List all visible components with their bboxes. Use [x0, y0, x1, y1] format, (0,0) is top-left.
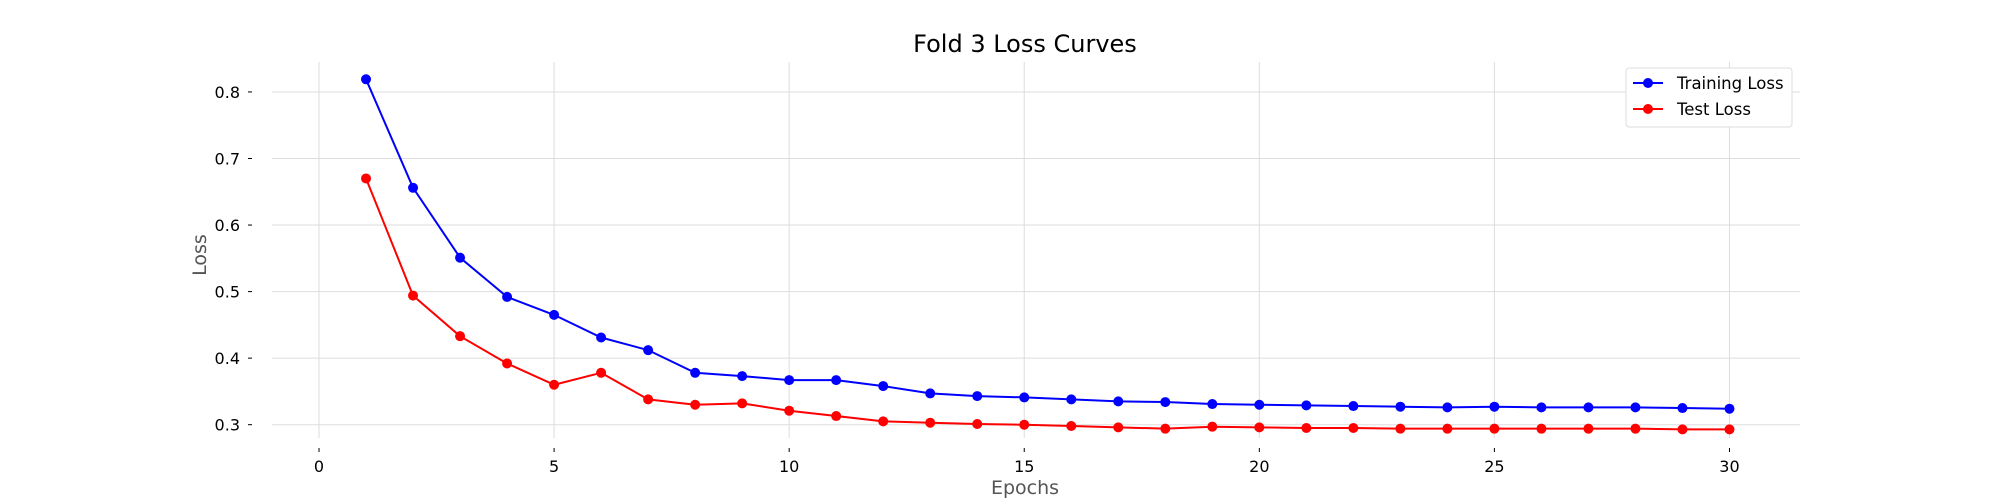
series-1-point: [408, 290, 419, 301]
series-0-point: [1536, 402, 1547, 413]
series-1-point: [831, 411, 842, 422]
series-1-point: [1677, 424, 1688, 435]
grid: [272, 62, 1800, 438]
x-tick-label: 25: [1484, 457, 1504, 476]
series-1-line: [365, 178, 1730, 431]
series-0-point: [1442, 402, 1453, 413]
legend: Training Loss Test Loss: [1625, 67, 1793, 128]
series-0-point: [690, 367, 701, 378]
series-0-point: [1066, 394, 1077, 405]
series-1-point: [1254, 422, 1265, 433]
series-1-point: [1724, 424, 1735, 435]
x-tick-label: 20: [1249, 457, 1269, 476]
x-axis-label: Epochs: [991, 477, 1059, 499]
x-tick-label: 30: [1719, 457, 1739, 476]
series-0-point: [1724, 403, 1735, 414]
x-tick-label: 15: [1014, 457, 1034, 476]
series-1-point: [1489, 423, 1500, 434]
series-0-point: [1113, 396, 1124, 407]
y-axis-ticks: 0.3 0.4 0.5 0.6 0.7 0.8: [215, 83, 252, 435]
series-0-point: [1583, 402, 1594, 413]
series-1-point: [1395, 423, 1406, 434]
series-0-point: [596, 332, 607, 343]
series-1-point: [1019, 419, 1030, 430]
series-0-line: [365, 78, 1730, 410]
series-0-point: [1019, 392, 1030, 403]
series-1-point: [455, 331, 466, 342]
x-tick-label: 10: [779, 457, 799, 476]
series-1-point: [1301, 423, 1312, 434]
series-0-point: [1207, 399, 1218, 410]
series-1-point: [1160, 423, 1171, 434]
legend-label: Training Loss: [1676, 74, 1784, 93]
series-0-point: [972, 391, 983, 402]
series-1-point: [502, 358, 513, 369]
y-tick-label: 0.5: [215, 283, 240, 302]
series-1-point: [596, 367, 607, 378]
series-1-point: [1207, 421, 1218, 432]
series-1-point: [361, 173, 372, 184]
y-tick-label: 0.7: [215, 149, 240, 168]
series-0-point: [784, 375, 795, 386]
series-0-point: [1254, 399, 1265, 410]
series-1-point: [925, 417, 936, 428]
series-0-point: [502, 291, 513, 302]
series-1-point: [878, 416, 889, 427]
series-0-point: [361, 74, 372, 85]
series-0-point: [1301, 400, 1312, 411]
series-layer: [361, 74, 1735, 435]
series-0-point: [1677, 403, 1688, 414]
series-0-point: [1160, 397, 1171, 408]
y-axis-label: Loss: [189, 234, 211, 276]
y-tick-label: 0.8: [215, 83, 240, 102]
series-0-point: [831, 375, 842, 386]
series-0-point: [1489, 401, 1500, 412]
x-tick-label: 5: [549, 457, 559, 476]
y-tick-label: 0.3: [215, 416, 240, 435]
x-axis-ticks: 0 5 10 15 20 25 30: [314, 448, 1740, 476]
series-0-point: [1395, 401, 1406, 412]
series-1-point: [784, 405, 795, 416]
legend-swatch-marker: [1643, 104, 1653, 114]
series-0-point: [408, 182, 419, 193]
series-0-point: [455, 252, 466, 263]
legend-swatch-marker: [1643, 78, 1653, 88]
series-1-point: [972, 419, 983, 430]
series-1-point: [1583, 423, 1594, 434]
series-0-point: [549, 309, 560, 320]
series-0-point: [878, 381, 889, 392]
y-tick-label: 0.4: [215, 349, 240, 368]
series-1-point: [549, 379, 560, 390]
series-1-point: [1536, 423, 1547, 434]
series-0-point: [925, 388, 936, 399]
series-1-point: [1348, 423, 1359, 434]
series-1-point: [643, 394, 654, 405]
series-0-point: [737, 371, 748, 382]
series-1-point: [690, 399, 701, 410]
chart-title: Fold 3 Loss Curves: [913, 30, 1137, 58]
series-0-point: [1348, 401, 1359, 412]
series-1-point: [1113, 422, 1124, 433]
series-1-point: [1630, 423, 1641, 434]
series-1-point: [1066, 421, 1077, 432]
legend-label: Test Loss: [1676, 100, 1751, 119]
series-1-point: [737, 398, 748, 409]
legend-box: [1625, 67, 1793, 128]
y-tick-label: 0.6: [215, 216, 240, 235]
series-0-point: [1630, 402, 1641, 413]
series-0-point: [643, 345, 654, 356]
series-1-point: [1442, 423, 1453, 434]
x-tick-label: 0: [314, 457, 324, 476]
